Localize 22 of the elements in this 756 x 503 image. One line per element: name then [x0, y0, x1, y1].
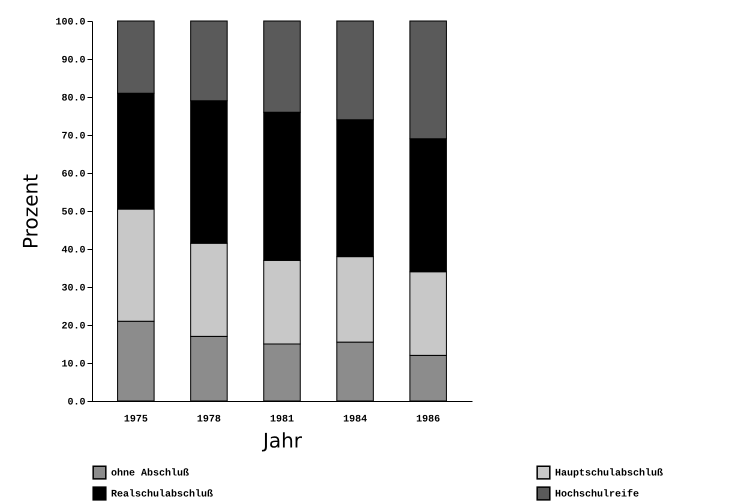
x-tick-label: 1978 — [196, 414, 221, 426]
y-axis-title: Prozent — [18, 174, 42, 250]
y-tick-label: 30.0 — [61, 284, 86, 294]
y-tick-label: 70.0 — [61, 132, 86, 142]
y-tick-label: 60.0 — [61, 170, 86, 180]
y-tick-label: 80.0 — [61, 94, 86, 104]
y-tick-label: 0.0 — [67, 398, 86, 408]
legend-label: Realschulabschluß — [111, 488, 214, 500]
y-tick-label: 90.0 — [61, 56, 86, 66]
legend-label: Hochschulreife — [555, 488, 640, 500]
x-axis-title: Jahr — [260, 428, 303, 452]
x-tick-label: 1975 — [124, 414, 148, 426]
y-tick-label: 40.0 — [61, 246, 86, 256]
y-tick-label: 100.0 — [55, 18, 86, 28]
y-tick-label: 10.0 — [61, 360, 86, 370]
legend-label: ohne Abschluß — [111, 468, 190, 480]
legend-label: Hauptschulabschluß — [555, 468, 664, 480]
y-tick-label: 50.0 — [61, 208, 86, 218]
x-tick-label: 1981 — [270, 414, 294, 426]
x-tick-label: 1986 — [416, 414, 440, 426]
y-tick-label: 20.0 — [61, 322, 86, 332]
x-tick-label: 1984 — [343, 414, 368, 426]
